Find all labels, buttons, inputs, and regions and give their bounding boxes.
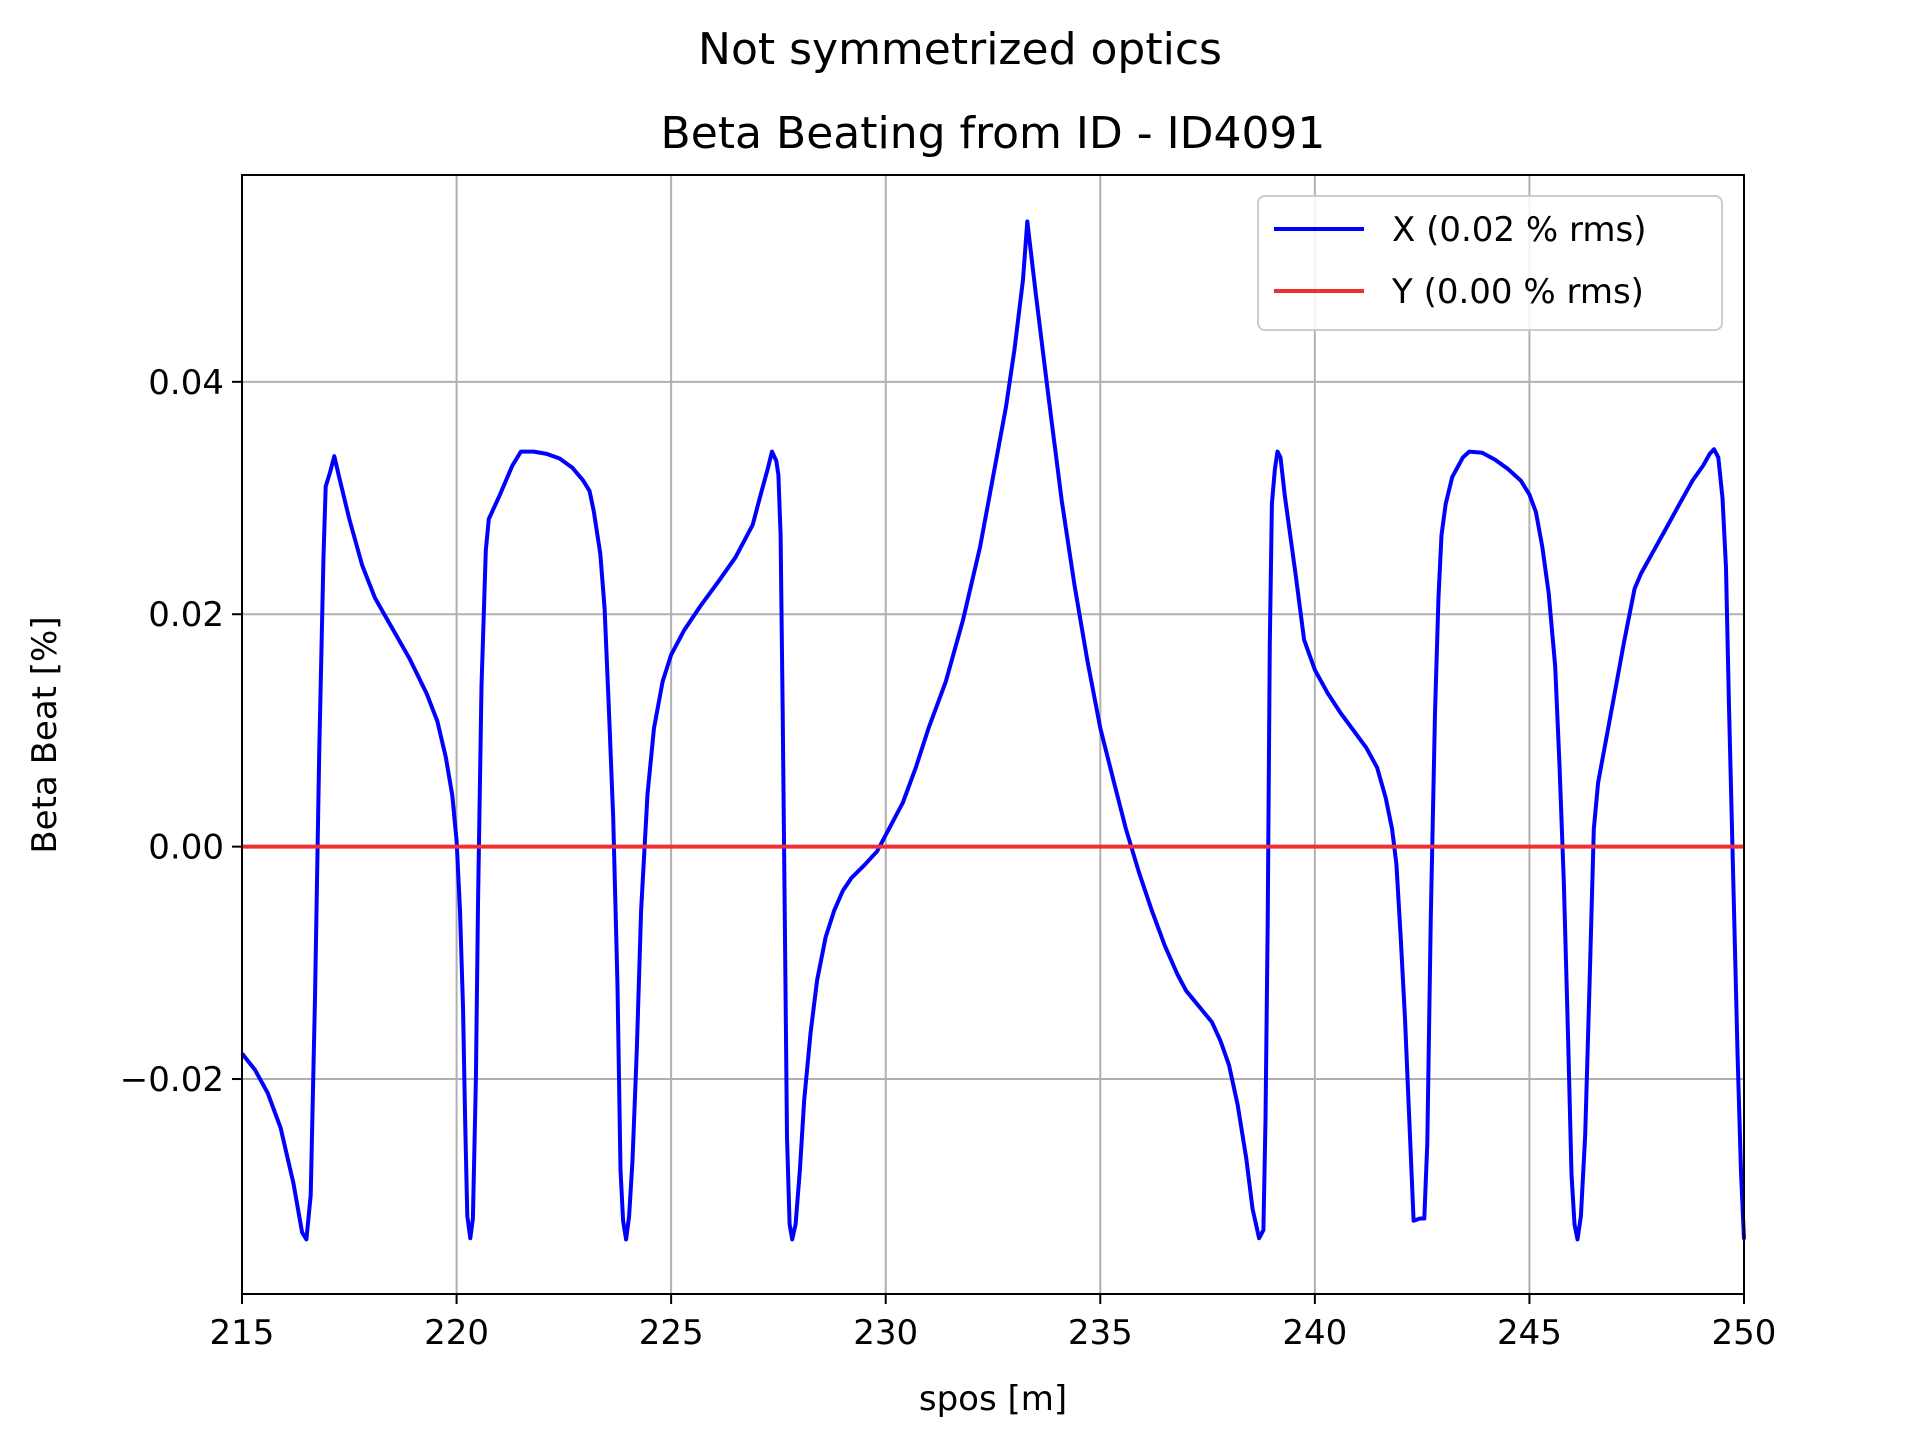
x-tick-label: 250 [1712,1313,1777,1353]
legend-label-y: Y (0.00 % rms) [1391,272,1644,312]
x-tick-label: 225 [639,1313,704,1353]
x-tick-label: 240 [1282,1313,1347,1353]
x-tick-label: 245 [1497,1313,1562,1353]
y-tick-label: 0.04 [148,363,224,403]
grid-lines [241,175,1745,1294]
series-lines [240,219,1746,1242]
x-tick-label: 220 [424,1313,489,1353]
series-line-x [240,219,1746,1242]
x-tick-label: 230 [853,1313,918,1353]
y-axis-ticks: −0.02 0.00 0.02 0.04 [120,363,242,1100]
legend-box [1257,195,1723,331]
x-axis-ticks: 215 220 225 230 235 240 245 250 [210,1294,1777,1353]
y-tick-label: 0.02 [148,595,224,635]
x-axis-label: spos [m] [919,1379,1067,1419]
legend-label-x: X (0.02 % rms) [1392,210,1646,250]
plot-area-frame [241,174,1745,1295]
y-tick-label: 0.00 [148,828,224,868]
x-tick-label: 215 [210,1313,275,1353]
y-axis-label: Beta Beat [%] [25,616,65,853]
chart-suptitle: Not symmetrized optics [698,24,1222,75]
x-tick-label: 235 [1068,1313,1133,1353]
y-tick-label: −0.02 [120,1060,224,1100]
legend: X (0.02 % rms) Y (0.00 % rms) [1257,195,1723,331]
chart-title: Beta Beating from ID - ID4091 [661,108,1326,159]
